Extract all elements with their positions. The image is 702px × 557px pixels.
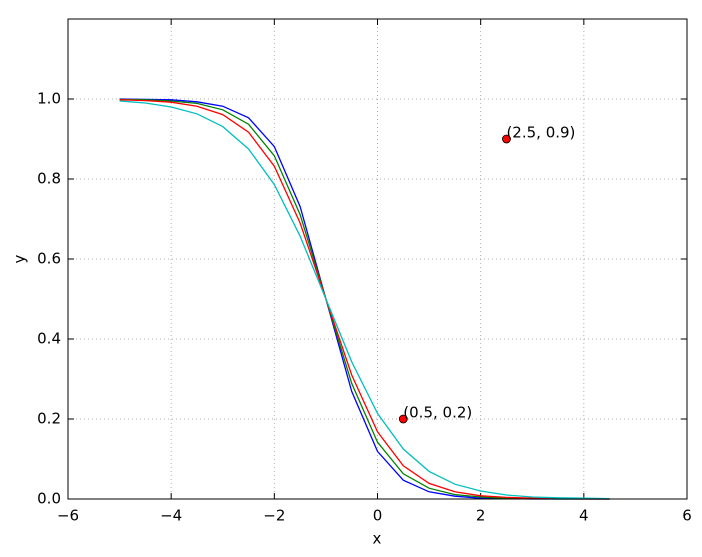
x-axis-label: x: [373, 530, 382, 548]
x-tick-label: −2: [263, 507, 285, 525]
x-tick-label: 6: [682, 507, 692, 525]
y-tick-label: 0.0: [37, 490, 61, 508]
x-tick-label: −6: [57, 507, 79, 525]
line-series: [119, 100, 610, 500]
plot-frame: [67, 18, 688, 500]
x-tick-label: 4: [579, 507, 589, 525]
y-tick-label: 0.8: [37, 170, 61, 188]
line-series: [119, 99, 610, 500]
annotation: (2.5, 0.9): [506, 124, 575, 142]
point: [398, 414, 408, 424]
y-axis-label: y: [11, 254, 29, 263]
point: [502, 134, 511, 144]
y-tick-label: 0.4: [37, 330, 61, 348]
annotation: (0.5, 0.2): [403, 404, 472, 422]
x-tick-label: 0: [373, 507, 383, 525]
y-tick-label: 1.0: [37, 90, 61, 108]
x-tick-label: −4: [160, 507, 182, 525]
x-tick-label: 2: [476, 507, 486, 525]
y-tick-label: 0.2: [37, 410, 61, 428]
y-tick-label: 0.6: [37, 250, 61, 268]
